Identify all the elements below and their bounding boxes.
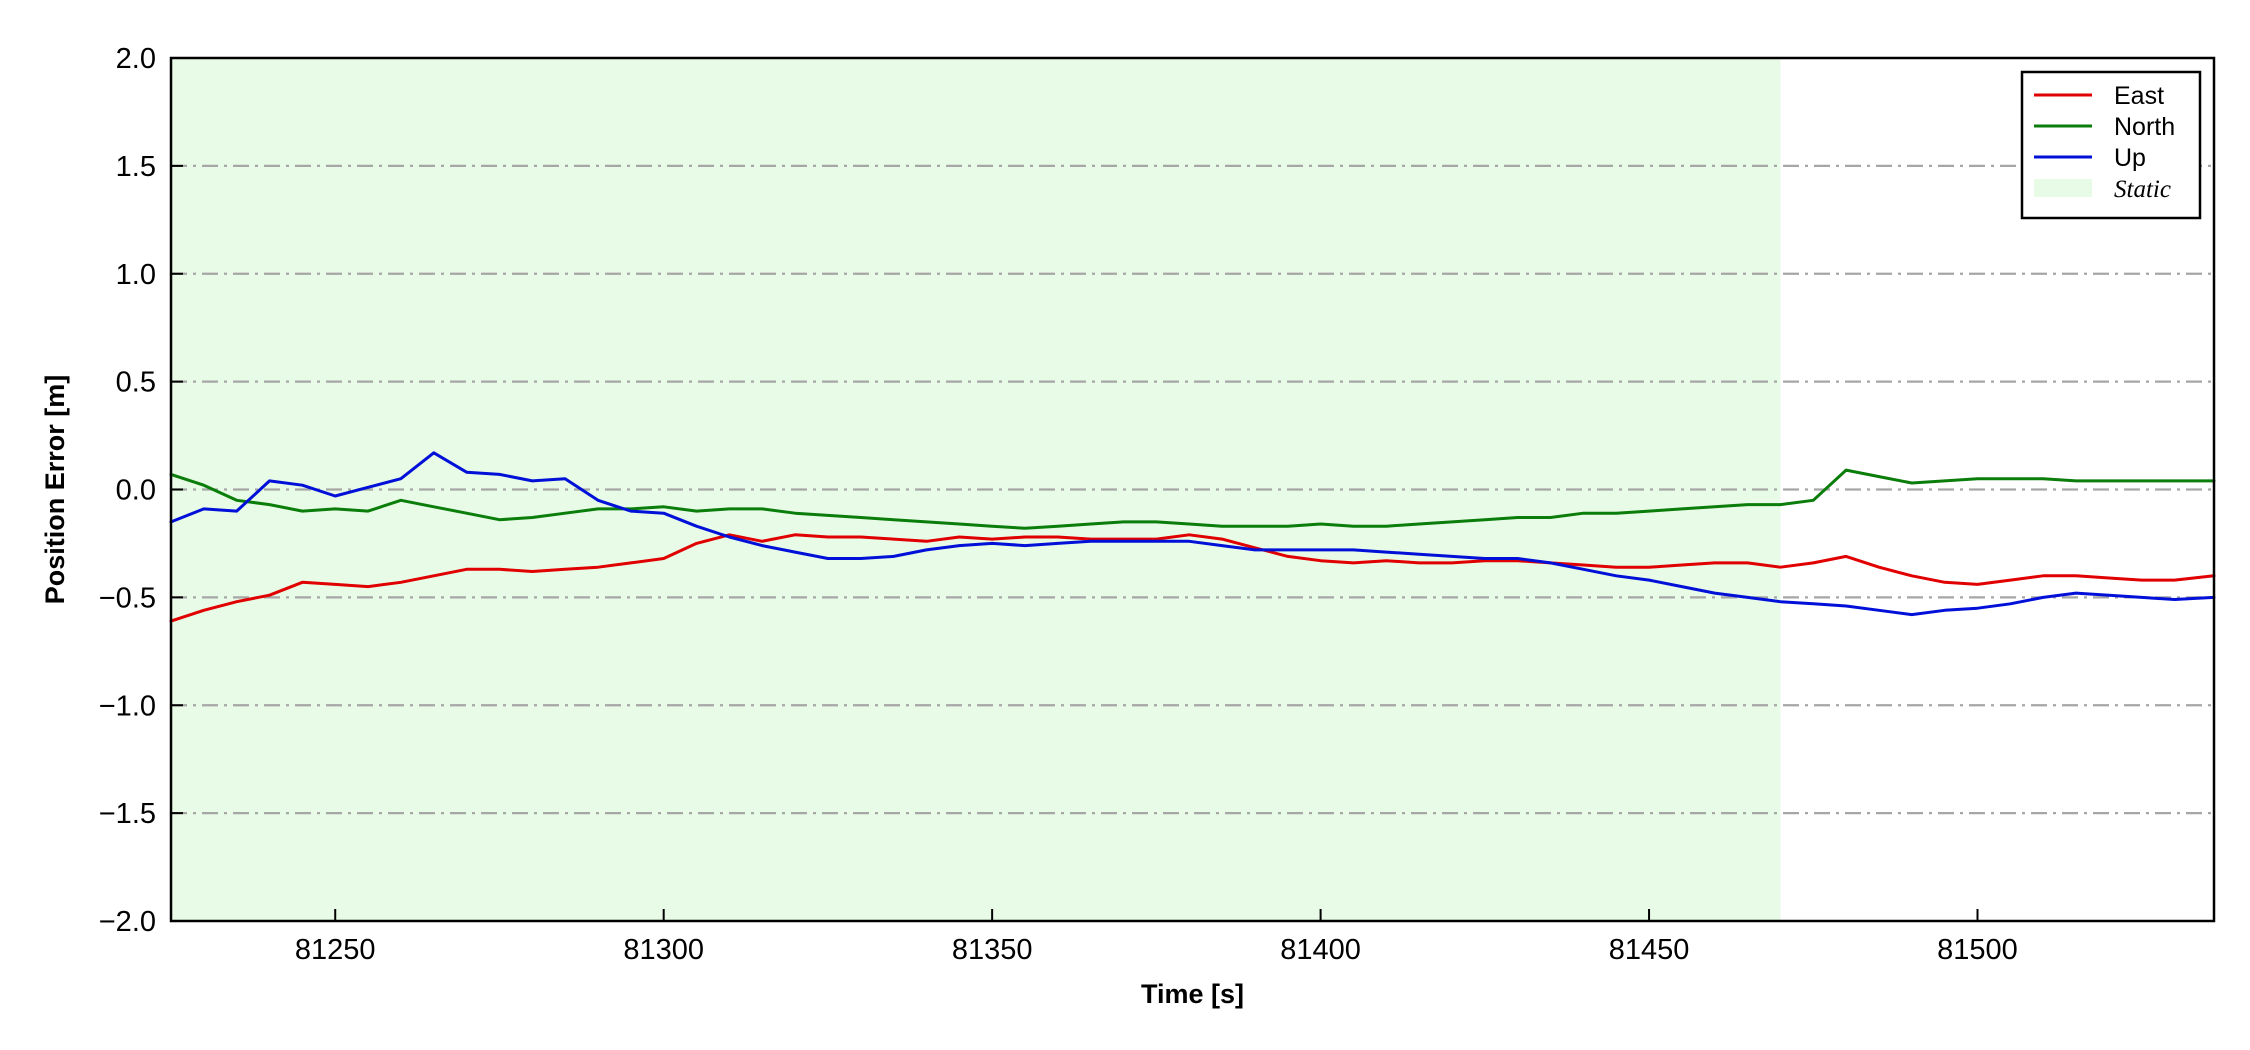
y-axis-title: Position Error [m]	[40, 375, 70, 605]
x-tick-label: 81500	[1937, 934, 2018, 966]
legend-label-static: Static	[2114, 176, 2171, 203]
x-tick-label: 81400	[1280, 934, 1361, 966]
y-tick-label: −1.5	[99, 798, 156, 830]
series-lines	[169, 451, 2216, 623]
series-line-north	[169, 468, 2216, 530]
y-tick-label: 0.0	[116, 475, 156, 507]
y-tick-label: −0.5	[99, 582, 156, 614]
legend: East North Up Static	[2020, 70, 2202, 220]
legend-label-north: North	[2114, 113, 2175, 141]
y-tick-label: −2.0	[99, 906, 156, 938]
x-tick-label: 81300	[623, 934, 704, 966]
series-line-east	[169, 533, 2216, 623]
plot-area	[169, 56, 2216, 923]
x-axis: 81250 81300 81350 81400 81450 81500	[295, 909, 2018, 966]
legend-swatch-static	[2034, 179, 2092, 197]
y-tick-label: −1.0	[99, 690, 156, 722]
y-tick-label: 2.0	[116, 43, 156, 75]
y-tick-label: 1.0	[116, 259, 156, 291]
series-line-up	[169, 451, 2216, 617]
y-axis: −2.0 −1.5 −1.0 −0.5 0.0 0.5 1.0 1.5 2.0	[99, 43, 183, 938]
x-tick-label: 81250	[295, 934, 376, 966]
x-tick-label: 81350	[952, 934, 1033, 966]
y-tick-label: 1.5	[116, 151, 156, 183]
x-tick-label: 81450	[1609, 934, 1690, 966]
legend-label-up: Up	[2114, 144, 2146, 172]
y-tick-label: 0.5	[116, 367, 156, 399]
x-axis-title: Time [s]	[1141, 979, 1244, 1009]
legend-label-east: East	[2114, 82, 2164, 110]
